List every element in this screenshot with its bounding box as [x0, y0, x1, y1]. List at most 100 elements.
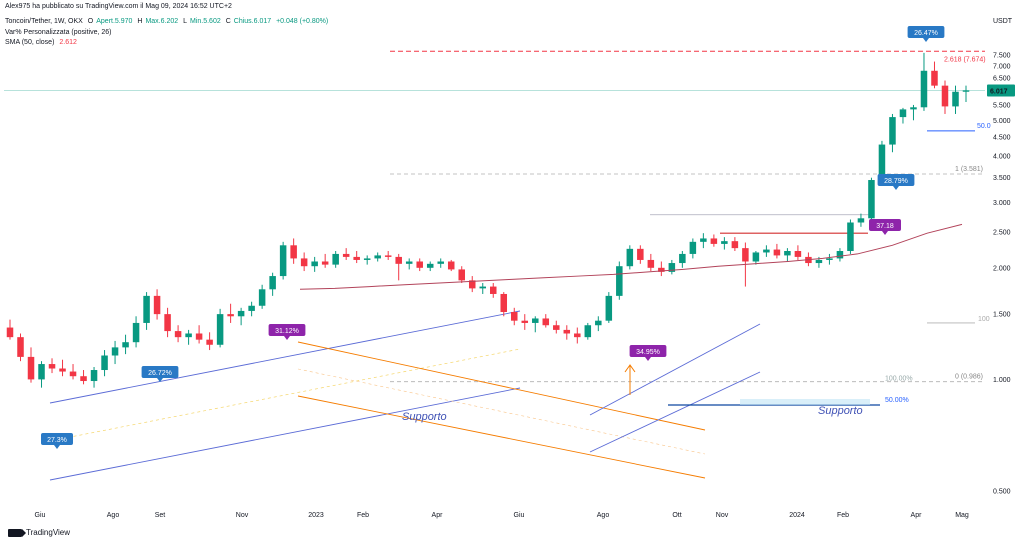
fib-100b-label: 100 [978, 316, 990, 323]
blue-label-4-pointer [923, 38, 929, 42]
candle-body [206, 339, 213, 345]
blue-label-2-pointer [157, 378, 163, 382]
channel-mid [49, 348, 521, 442]
candle-body [216, 314, 224, 345]
fib-2618-label: 2.618 (7.674) [944, 56, 986, 63]
y-tick-label: 2.500 [993, 229, 1011, 236]
sma-name: SMA (50, close) [5, 39, 55, 46]
candle-body [405, 261, 413, 264]
last-price-tag [987, 84, 1015, 97]
candle-body [90, 370, 98, 382]
y-tick-label: 7.000 [993, 64, 1011, 71]
x-tick-label: Apr [432, 512, 444, 519]
candle-body [826, 258, 833, 260]
candle-body [647, 259, 655, 268]
candle-body [269, 276, 276, 290]
candle-body [80, 376, 87, 382]
candle-body [710, 238, 718, 244]
indicator-var[interactable]: Var% Personalizzata (positive, 26) [5, 29, 112, 36]
ohlc-l-label: L [183, 18, 187, 25]
candle-body [6, 327, 14, 338]
fib-0-label: 0 (0.986) [955, 374, 983, 381]
candle-body [500, 293, 508, 312]
candle-body [553, 325, 560, 330]
fib-1-label: 1 (3.581) [955, 166, 983, 173]
candle-body [952, 91, 959, 107]
candle-body [637, 248, 644, 260]
candle-body [342, 253, 350, 257]
y-tick-label: 3.500 [993, 175, 1011, 182]
candle-body [153, 295, 161, 315]
purple-label-2-text: 34.95% [636, 349, 660, 356]
candle-body [784, 251, 791, 256]
x-tick-label: Ago [597, 512, 610, 519]
candle-body [794, 251, 802, 257]
candle-body [258, 289, 266, 306]
candle-body [521, 320, 529, 323]
blue-label-3-box [877, 174, 915, 186]
channel2-upper [589, 323, 761, 416]
candle-body [595, 320, 602, 326]
indicator-sma[interactable]: SMA (50, close) 2.612 [5, 38, 80, 47]
x-tick-label: Feb [357, 512, 369, 519]
candle-body [227, 314, 234, 317]
candle-body [374, 255, 381, 259]
candle-body [489, 286, 497, 294]
candle-body [300, 258, 308, 267]
ohlc-c-label: C [225, 18, 231, 25]
candle-body [931, 70, 938, 86]
candle-body [164, 314, 171, 332]
x-axis: Giu Ago Set Nov 2023 Feb Apr Giu Ago Ott Nov 2024 Fe… [35, 512, 969, 519]
purple-label-1-box [268, 324, 306, 336]
candle-body [479, 286, 487, 289]
candle-body [605, 295, 613, 321]
y-tick-label: 0.500 [993, 489, 1011, 496]
y-tick-label: 5.000 [993, 118, 1011, 125]
channel2-lower [589, 371, 761, 453]
tradingview-icon [8, 528, 26, 537]
candle-body [237, 310, 245, 317]
published-by: Alex975 ha pubblicato su TradingView.com… [5, 3, 232, 10]
candle-body [584, 325, 592, 338]
support-label-left: Supporto [402, 411, 447, 423]
y-tick-label: 6.500 [993, 76, 1011, 83]
currency-label: USDT [993, 18, 1013, 25]
candle-body [920, 70, 928, 108]
down-channel-upper [297, 341, 706, 431]
candle-body [468, 280, 476, 289]
y-tick-label: 2.000 [993, 265, 1011, 272]
candles [6, 52, 970, 388]
x-tick-label: 2023 [308, 512, 324, 519]
fib-50b-label: 50.0 [977, 123, 991, 130]
blue-label-1-text: 27.3% [47, 437, 67, 444]
candle-body [668, 263, 676, 272]
candle-body [174, 331, 182, 338]
candle-body [752, 252, 760, 262]
x-tick-label: Nov [716, 512, 729, 519]
y-tick-label: 1.000 [993, 377, 1011, 384]
candle-body [111, 347, 119, 356]
candle-body [437, 261, 444, 264]
candle-body [563, 329, 571, 334]
blue-label-1-box [41, 433, 73, 445]
y-tick-label: 4.500 [993, 135, 1011, 142]
symbol-name[interactable]: Toncoin/Tether, 1W, OKX [5, 18, 83, 25]
annotations: 2.618 (7.674) 1 (3.581) 0 (0.986) 100.00% 10… [41, 26, 991, 449]
tradingview-logo[interactable]: TradingView [8, 528, 70, 537]
candle-body [962, 90, 970, 92]
blue-label-4-box [907, 26, 945, 38]
x-tick-label: Giu [35, 512, 46, 519]
candle-body [101, 355, 108, 371]
candle-body [384, 255, 392, 257]
candle-body [195, 333, 203, 340]
candle-body [426, 263, 434, 268]
symbol-line: Toncoin/Tether, 1W, OKX O Apert.5.970 H Ma… [5, 17, 331, 26]
blue-label-2-box [141, 366, 179, 378]
purple-label-2-pointer [645, 357, 651, 361]
candle-body [321, 261, 329, 265]
candle-body [458, 269, 465, 281]
candle-body [122, 342, 129, 348]
candle-body [731, 241, 739, 249]
ohlc-change: +0.048 (+0.80%) [276, 18, 329, 25]
